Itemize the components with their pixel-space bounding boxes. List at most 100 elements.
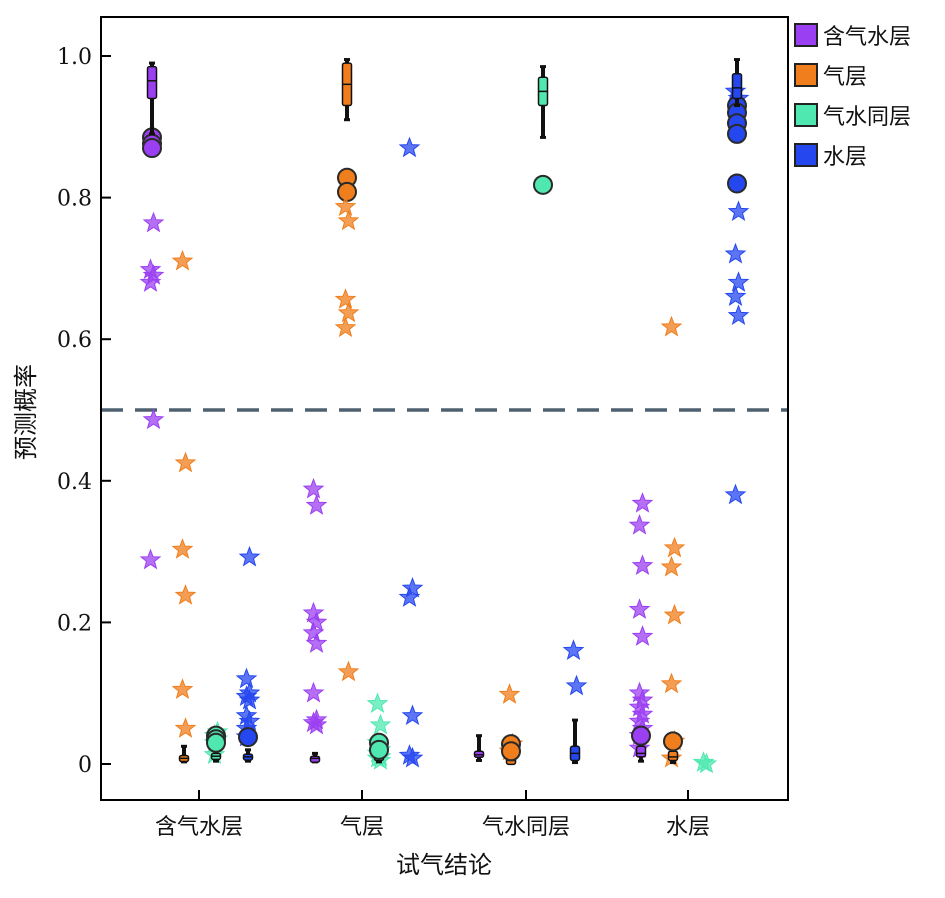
- box-group: [628, 492, 654, 763]
- box-group: [334, 58, 360, 682]
- outlier-star: [498, 683, 521, 704]
- outlier-star: [334, 316, 357, 338]
- outlier-circle: [369, 739, 389, 760]
- outlier-star: [663, 536, 686, 558]
- outlier-star: [398, 586, 421, 607]
- box: [635, 745, 647, 758]
- plot-frame: [100, 16, 789, 801]
- outlier-circle: [501, 741, 521, 762]
- y-tick-label: 1.0: [57, 45, 92, 70]
- outlier-star: [724, 285, 747, 306]
- y-tick-label: 0.6: [57, 328, 92, 353]
- outlier-star: [660, 672, 683, 694]
- outlier-star: [337, 660, 360, 682]
- outlier-star: [142, 211, 165, 233]
- outlier-star: [238, 545, 261, 567]
- box-group: [171, 249, 197, 764]
- outlier-circle: [533, 174, 553, 195]
- outlier-star: [631, 554, 654, 576]
- box-group: [562, 639, 588, 765]
- outlier-circle: [337, 181, 357, 202]
- outlier-star: [401, 704, 424, 726]
- outlier-star: [302, 601, 325, 623]
- outlier-star: [628, 598, 651, 619]
- outlier-star: [334, 288, 357, 309]
- legend-swatch: [794, 103, 818, 127]
- box-group: [473, 734, 485, 762]
- outlier-star: [727, 271, 750, 292]
- outlier-star: [305, 713, 328, 735]
- outlier-star: [171, 678, 194, 699]
- box-group: [203, 720, 229, 765]
- outlier-star: [302, 681, 325, 703]
- box-group: [533, 65, 553, 195]
- outlier-circle: [206, 732, 226, 753]
- x-tick-label: 气层: [340, 815, 384, 840]
- box-group: [302, 477, 328, 764]
- outlier-star: [305, 494, 328, 515]
- outlier-star: [401, 746, 424, 768]
- x-tick-label: 气水同层: [482, 815, 570, 840]
- box-group: [139, 61, 165, 570]
- outlier-star: [174, 717, 197, 738]
- outlier-circle: [727, 173, 747, 194]
- legend-label: 气层: [823, 65, 867, 90]
- outlier-star: [142, 408, 165, 430]
- x-axis-label: 试气结论: [396, 851, 492, 879]
- outlier-star: [398, 136, 421, 158]
- y-tick-label: 0: [78, 753, 92, 778]
- outlier-star: [171, 249, 194, 271]
- legend-label: 气水同层: [823, 105, 911, 130]
- outlier-star: [727, 200, 750, 222]
- outlier-star: [562, 639, 585, 660]
- outlier-star: [302, 477, 325, 499]
- outlier-star: [238, 688, 261, 710]
- x-tick-label: 水层: [666, 815, 710, 840]
- outlier-star: [139, 548, 162, 570]
- outlier-star: [565, 674, 588, 696]
- outlier-star: [727, 304, 750, 326]
- box: [731, 72, 743, 100]
- outlier-circle: [142, 138, 162, 159]
- box-group: [660, 315, 686, 768]
- legend-swatch: [794, 143, 818, 167]
- outlier-star: [660, 315, 683, 337]
- outlier-star: [174, 584, 197, 605]
- legend-swatch: [794, 63, 818, 87]
- box: [667, 750, 679, 762]
- y-axis-label: 预测概率: [12, 364, 40, 460]
- y-tick-label: 0.8: [57, 187, 92, 212]
- x-tick-label: 含气水层: [155, 815, 243, 840]
- plot-content: [101, 58, 788, 774]
- outlier-star: [401, 576, 424, 598]
- legend-swatch: [794, 23, 818, 47]
- y-tick-label: 0.4: [57, 470, 92, 495]
- y-axis-ticks: 0 0.2 0.4 0.6 0.8 1.0: [57, 45, 111, 778]
- outlier-star: [171, 538, 194, 559]
- outlier-star: [174, 451, 197, 473]
- outlier-star: [366, 692, 389, 714]
- outlier-star: [305, 632, 328, 653]
- outlier-star: [695, 752, 718, 774]
- outlier-star: [631, 625, 654, 646]
- outlier-star: [302, 621, 325, 643]
- outlier-star: [724, 242, 747, 264]
- box-group: [724, 58, 750, 505]
- legend-label: 水层: [823, 145, 867, 170]
- box-group: [366, 692, 392, 770]
- box: [146, 65, 158, 100]
- box-group: [692, 751, 718, 774]
- outlier-circle: [727, 123, 747, 144]
- box: [309, 755, 321, 763]
- outlier-star: [631, 492, 654, 513]
- outlier-star: [305, 610, 328, 632]
- legend-label: 含气水层: [823, 25, 911, 50]
- box-group: [235, 545, 261, 763]
- outlier-star: [235, 667, 258, 689]
- outlier-star: [334, 195, 357, 217]
- outlier-star: [660, 555, 683, 577]
- outlier-star: [337, 209, 360, 231]
- outlier-star: [724, 483, 747, 505]
